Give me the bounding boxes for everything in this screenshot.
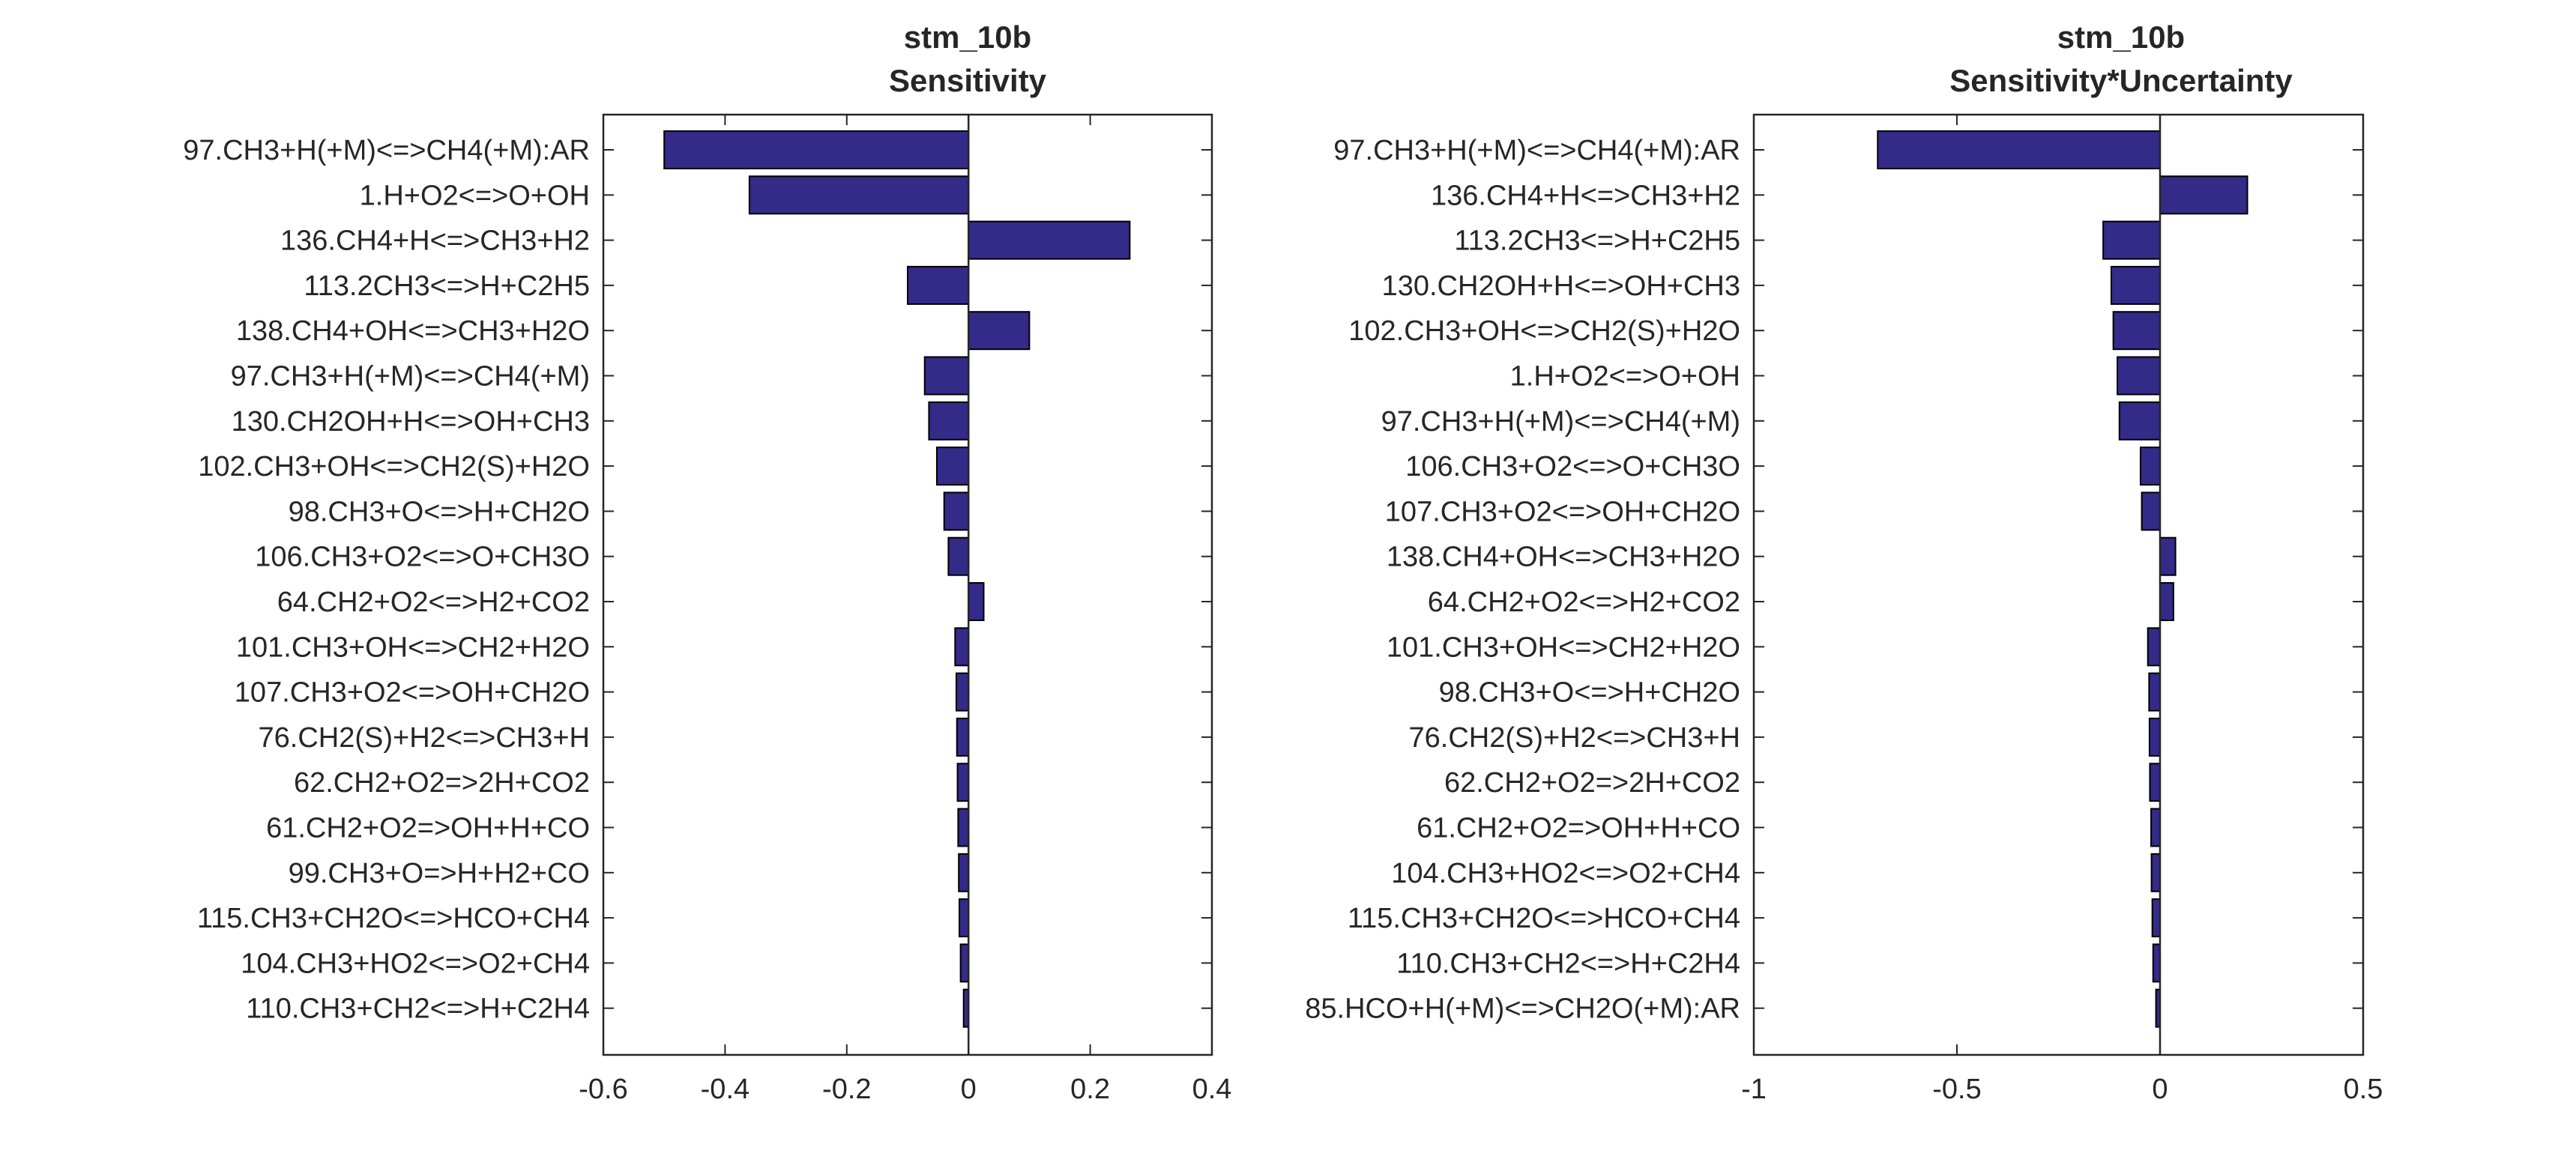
category-label: 64.CH2+O2<=>H2+CO2	[1428, 587, 1740, 618]
category-label: 97.CH3+H(+M)<=>CH4(+M)	[231, 361, 590, 393]
sensitivity-chart: stm_10b Sensitivity 97.CH3+H(+M)<=>CH4(+…	[183, 19, 1231, 1105]
bar	[2159, 582, 2174, 621]
category-label: 104.CH3+HO2<=>O2+CH4	[241, 948, 590, 979]
category-label: 101.CH3+OH<=>CH2+H2O	[236, 632, 590, 663]
category-label: 107.CH3+O2<=>OH+CH2O	[1385, 496, 1740, 527]
category-label: 130.CH2OH+H<=>OH+CH3	[1382, 270, 1740, 302]
bar	[2159, 536, 2177, 576]
x-tick-label: -0.4	[701, 1074, 749, 1105]
category-label: 104.CH3+HO2<=>O2+CH4	[1391, 858, 1740, 889]
category-label: 97.CH3+H(+M)<=>CH4(+M)	[1381, 406, 1740, 438]
bar	[2147, 627, 2161, 667]
bar	[968, 582, 985, 621]
x-tick-label: -0.2	[822, 1074, 871, 1105]
category-label: 1.H+O2<=>O+OH	[360, 180, 590, 211]
bar	[1877, 130, 2162, 169]
bar	[943, 491, 970, 531]
chart-title: stm_10b	[904, 19, 1031, 55]
bar	[2152, 943, 2161, 983]
category-label: 115.CH3+CH2O<=>HCO+CH4	[197, 903, 590, 934]
bar	[2110, 265, 2161, 305]
category-label: 110.CH3+CH2<=>H+C2H4	[1396, 948, 1740, 979]
sensitivity-uncertainty-chart: stm_10b Sensitivity*Uncertainty 97.CH3+H…	[1305, 19, 2383, 1105]
chart-subtitle: Sensitivity	[889, 63, 1047, 98]
x-tick-label: 0.2	[1070, 1074, 1110, 1105]
category-label: 113.2CH3<=>H+C2H5	[304, 270, 590, 302]
category-label: 85.HCO+H(+M)<=>CH2O(+M):AR	[1305, 993, 1740, 1025]
bar	[2141, 491, 2162, 531]
x-tick-label: 0	[961, 1074, 977, 1105]
bar	[958, 853, 970, 892]
category-label: 102.CH3+OH<=>CH2(S)+H2O	[1348, 315, 1740, 347]
bar	[928, 401, 970, 441]
category-label: 61.CH2+O2=>OH+H+CO	[266, 813, 590, 844]
x-tick-label: -0.6	[579, 1074, 627, 1105]
chart-subtitle: Sensitivity*Uncertainty	[1949, 63, 2293, 98]
bar	[2148, 672, 2161, 712]
category-label: 138.CH4+OH<=>CH3+H2O	[1387, 542, 1740, 573]
category-label: 98.CH3+O<=>H+CH2O	[289, 496, 590, 527]
axes-box	[1752, 113, 2365, 1056]
category-label: 106.CH3+O2<=>O+CH3O	[1405, 451, 1740, 482]
category-label: 101.CH3+OH<=>CH2+H2O	[1387, 632, 1740, 663]
bar	[956, 763, 970, 802]
category-label: 138.CH4+OH<=>CH3+H2O	[236, 315, 590, 347]
x-tick-label: 0.5	[2344, 1074, 2383, 1105]
category-label: 110.CH3+CH2<=>H+C2H4	[246, 993, 590, 1025]
category-label: 62.CH2+O2=>2H+CO2	[1444, 767, 1740, 799]
bar	[663, 130, 970, 169]
bar	[907, 265, 970, 305]
bar	[2148, 717, 2161, 757]
bar	[959, 898, 970, 938]
bar	[2151, 898, 2161, 938]
x-tick-label: 0	[2152, 1074, 2168, 1105]
bar	[959, 943, 970, 983]
chart-title: stm_10b	[2057, 19, 2185, 55]
axes-box	[602, 113, 1213, 1056]
bar	[2139, 447, 2161, 486]
bar	[2112, 311, 2161, 351]
category-label: 64.CH2+O2<=>H2+CO2	[277, 587, 590, 618]
x-tick-label: 0.4	[1192, 1074, 1232, 1105]
category-label: 106.CH3+O2<=>O+CH3O	[255, 542, 590, 573]
category-label: 115.CH3+CH2O<=>HCO+CH4	[1348, 903, 1740, 934]
bar	[968, 311, 1031, 351]
bar	[954, 627, 970, 667]
category-label: 76.CH2(S)+H2<=>CH3+H	[1409, 722, 1741, 754]
bar	[2102, 220, 2162, 260]
bar	[956, 717, 970, 757]
category-label: 97.CH3+H(+M)<=>CH4(+M):AR	[1333, 135, 1740, 166]
bar	[2149, 763, 2161, 802]
bar	[968, 220, 1131, 260]
category-label: 76.CH2(S)+H2<=>CH3+H	[259, 722, 591, 754]
category-label: 1.H+O2<=>O+OH	[1510, 361, 1740, 393]
bar	[2150, 808, 2161, 847]
bar	[935, 447, 970, 486]
category-label: 98.CH3+O<=>H+CH2O	[1439, 677, 1740, 709]
category-label: 130.CH2OH+H<=>OH+CH3	[232, 406, 590, 438]
category-label: 107.CH3+O2<=>OH+CH2O	[235, 677, 590, 709]
bar	[947, 536, 970, 576]
bar	[923, 356, 970, 396]
category-label: 136.CH4+H<=>CH3+H2	[1431, 180, 1740, 211]
bar	[957, 808, 970, 847]
category-label: 99.CH3+O=>H+H2+CO	[289, 858, 590, 889]
x-tick-label: -0.5	[1932, 1074, 1981, 1105]
category-label: 62.CH2+O2=>2H+CO2	[294, 767, 590, 799]
bar	[2150, 853, 2161, 892]
category-label: 113.2CH3<=>H+C2H5	[1454, 226, 1740, 257]
bar	[2118, 401, 2162, 441]
bar	[2117, 356, 2162, 396]
category-label: 102.CH3+OH<=>CH2(S)+H2O	[198, 451, 590, 482]
category-label: 61.CH2+O2=>OH+H+CO	[1417, 813, 1740, 844]
bar	[748, 175, 970, 215]
x-tick-label: -1	[1741, 1074, 1767, 1105]
category-label: 136.CH4+H<=>CH3+H2	[280, 226, 590, 257]
bar	[955, 672, 970, 712]
category-label: 97.CH3+H(+M)<=>CH4(+M):AR	[183, 135, 590, 166]
bar	[2159, 175, 2248, 215]
